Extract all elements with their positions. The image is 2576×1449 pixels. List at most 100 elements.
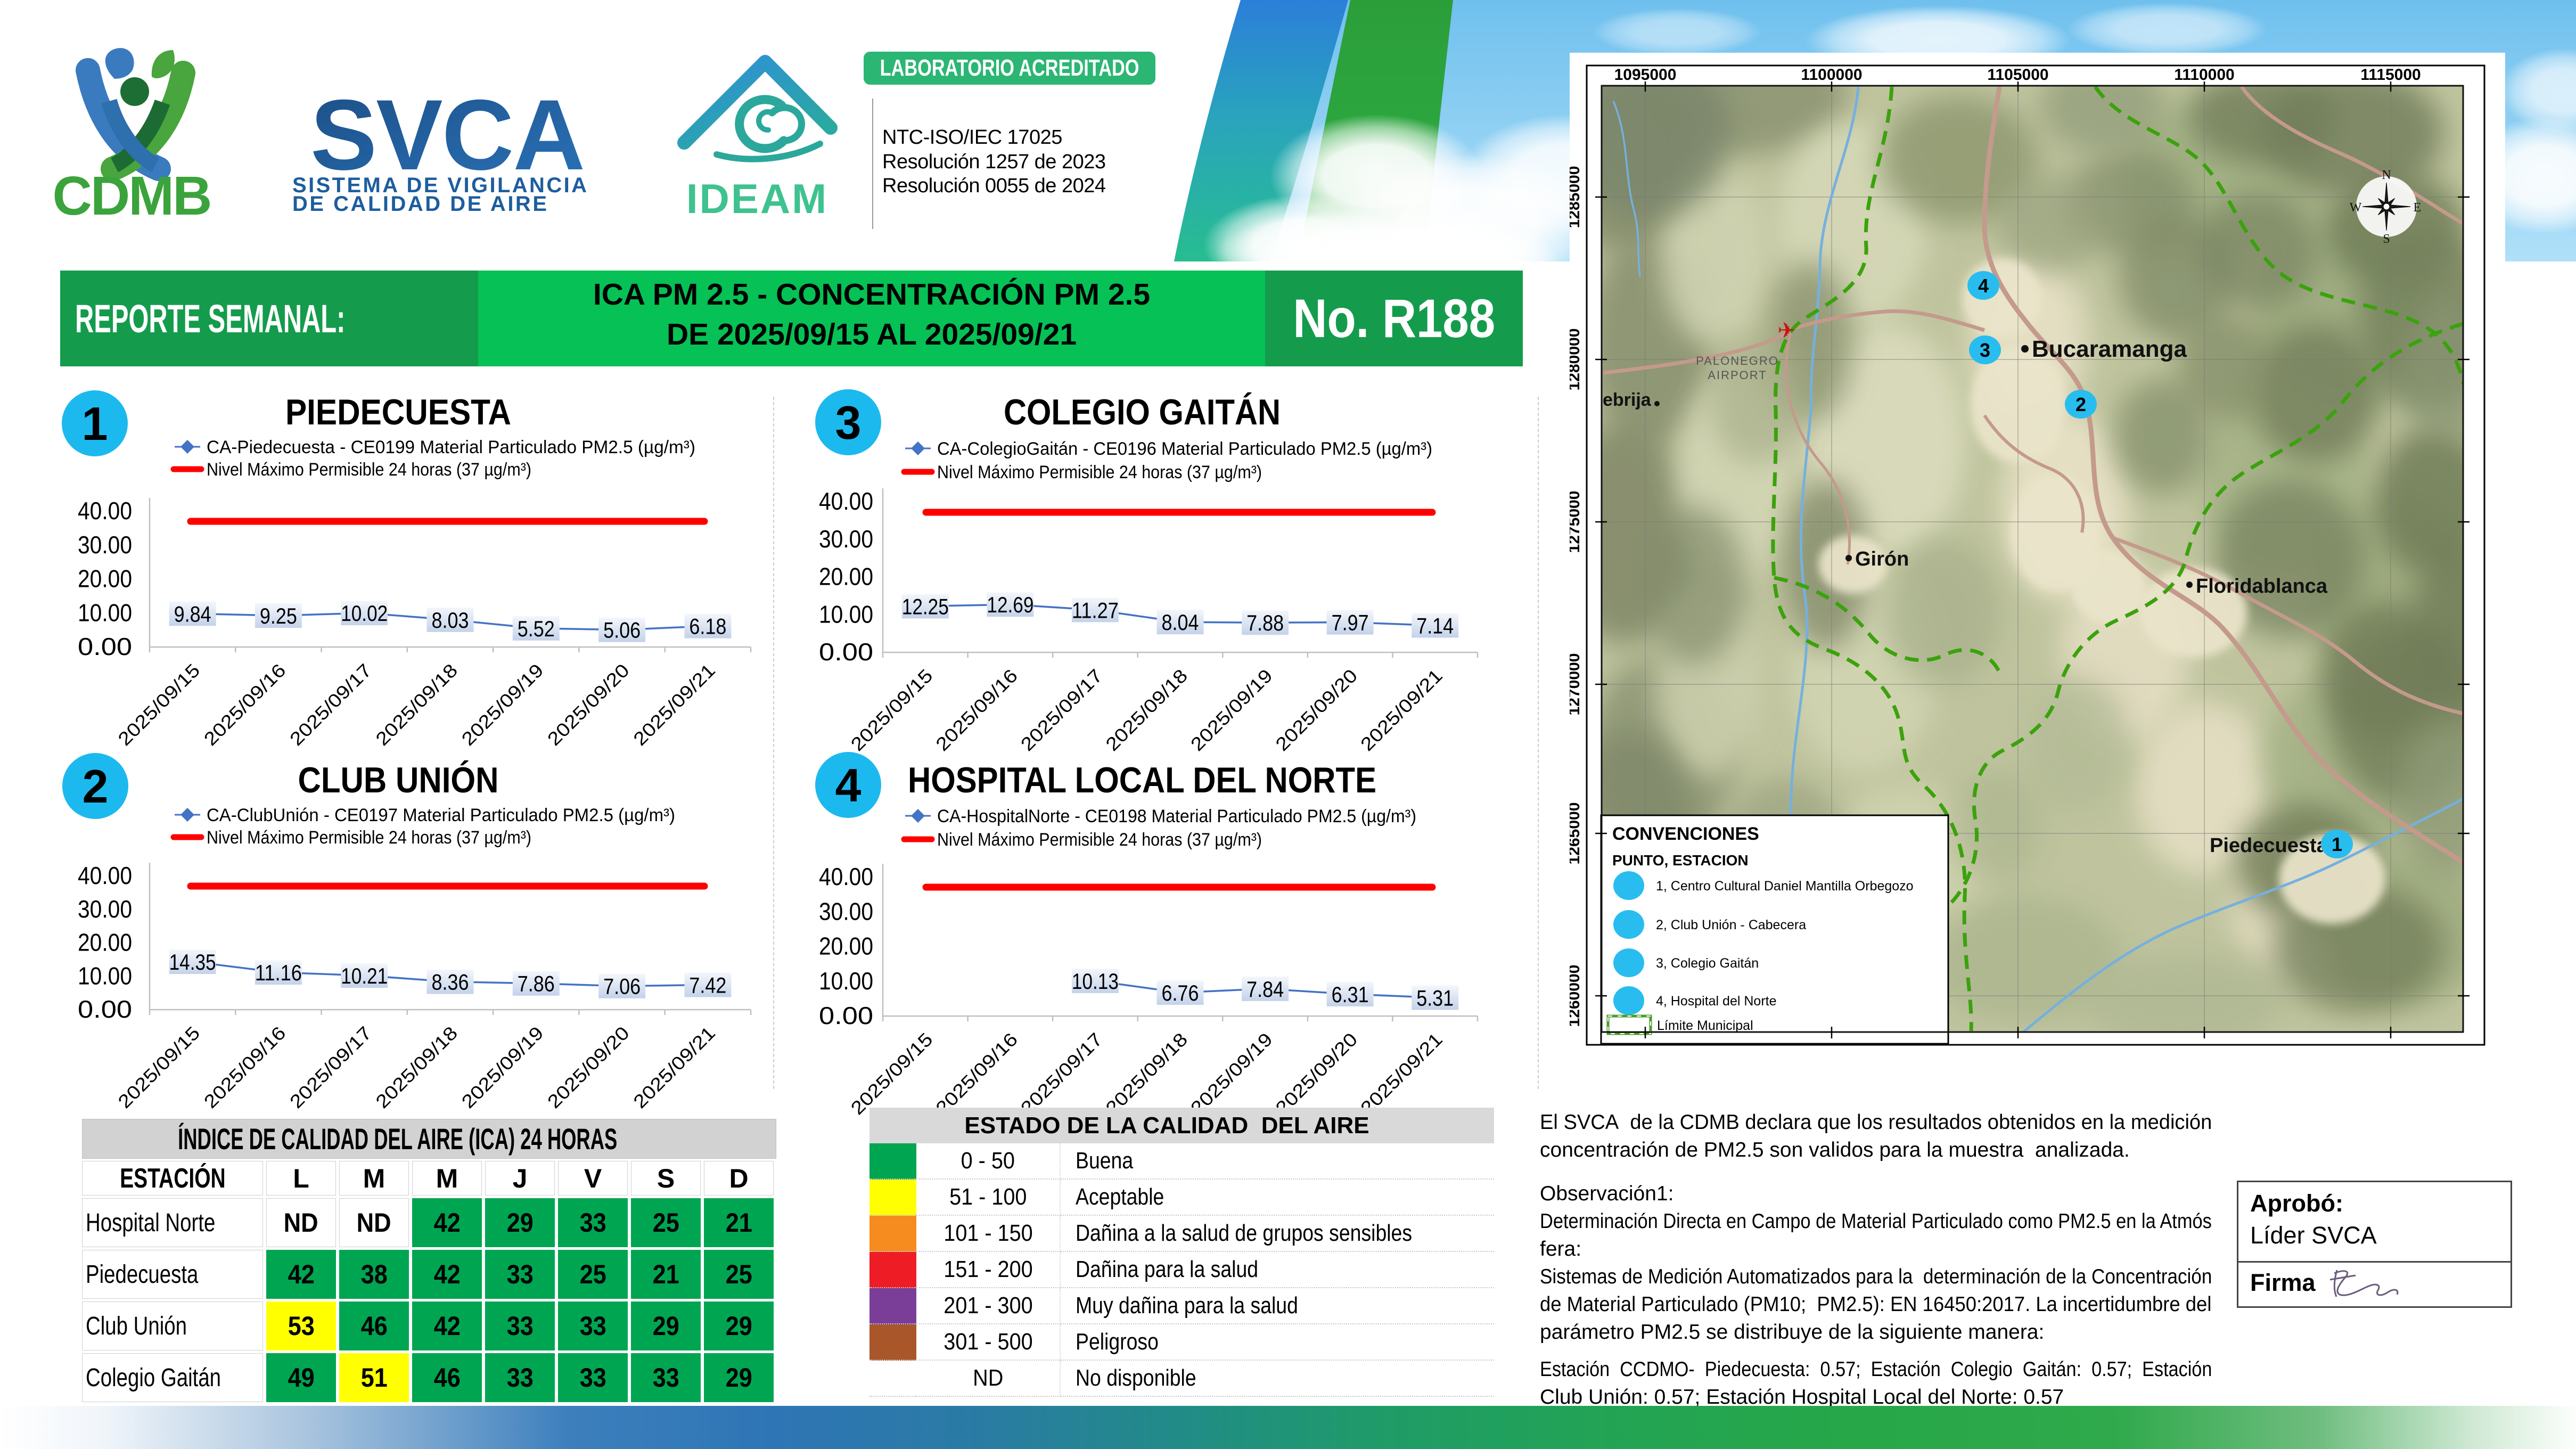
svg-text:2, Club Unión - Cabecera: 2, Club Unión - Cabecera [1656, 918, 1806, 932]
svg-text:COLEGIO GAITÁN: COLEGIO GAITÁN [1004, 392, 1281, 432]
svg-text:1100000: 1100000 [1801, 66, 1862, 84]
svg-text:2025/09/18: 2025/09/18 [372, 660, 462, 750]
svg-text:2025/09/19: 2025/09/19 [457, 1022, 547, 1112]
svg-text:3: 3 [835, 396, 862, 449]
svg-text:2025/09/21: 2025/09/21 [1357, 1029, 1447, 1119]
svg-text:0.00: 0.00 [819, 1002, 873, 1029]
svg-text:2025/09/17: 2025/09/17 [286, 1022, 376, 1112]
svg-text:N: N [2382, 168, 2391, 182]
svg-text:7.06: 7.06 [603, 974, 641, 999]
svg-text:7.86: 7.86 [518, 971, 555, 996]
svg-text:7.14: 7.14 [1416, 613, 1454, 638]
svg-text:DE CALIDAD DE AIRE: DE CALIDAD DE AIRE [292, 192, 547, 216]
svg-text:2025/09/20: 2025/09/20 [1271, 665, 1361, 755]
svg-text:2025/09/15: 2025/09/15 [114, 1022, 204, 1112]
svg-text:1: 1 [82, 397, 108, 450]
svg-text:✈: ✈ [1777, 319, 1795, 342]
svg-text:10.00: 10.00 [819, 967, 873, 995]
svg-text:CLUB UNIÓN: CLUB UNIÓN [298, 760, 499, 800]
svg-text:ebrija: ebrija [1603, 390, 1652, 410]
svg-text:10.02: 10.02 [341, 601, 388, 626]
svg-text:2025/09/16: 2025/09/16 [200, 1022, 290, 1112]
svg-text:3, Colegio Gaitán: 3, Colegio Gaitán [1656, 956, 1759, 971]
svg-text:CA-ClubUnión - CE0197 Material: CA-ClubUnión - CE0197 Material Particula… [207, 805, 675, 825]
svg-text:2: 2 [83, 760, 109, 813]
svg-text:2025/09/18: 2025/09/18 [1102, 665, 1192, 755]
svg-text:1270000: 1270000 [1570, 653, 1583, 716]
svg-text:AIRPORT: AIRPORT [1708, 369, 1767, 382]
svg-text:PUNTO, ESTACION: PUNTO, ESTACION [1612, 852, 1749, 869]
svg-text:1095000: 1095000 [1614, 66, 1677, 84]
svg-text:PIEDECUESTA: PIEDECUESTA [285, 392, 511, 432]
svg-text:6.76: 6.76 [1162, 980, 1199, 1005]
svg-text:8.03: 8.03 [432, 608, 469, 633]
svg-text:7.84: 7.84 [1246, 977, 1284, 1002]
svg-text:12.25: 12.25 [902, 594, 949, 619]
svg-text:Límite Municipal: Límite Municipal [1657, 1018, 1753, 1033]
svg-text:5.52: 5.52 [518, 616, 555, 641]
svg-text:30.00: 30.00 [819, 525, 873, 553]
svg-text:2025/09/16: 2025/09/16 [932, 665, 1022, 755]
svg-text:10.21: 10.21 [341, 963, 388, 988]
svg-text:20.00: 20.00 [819, 563, 873, 591]
svg-text:10.00: 10.00 [819, 600, 873, 628]
svg-text:Piedecuesta: Piedecuesta [2210, 834, 2328, 857]
svg-text:10.00: 10.00 [78, 962, 132, 989]
svg-text:10.00: 10.00 [78, 599, 132, 626]
svg-text:9.84: 9.84 [174, 601, 211, 626]
svg-text:5.31: 5.31 [1416, 985, 1454, 1010]
svg-text:30.00: 30.00 [78, 531, 132, 559]
svg-text:2025/09/17: 2025/09/17 [1017, 1029, 1107, 1119]
svg-text:1285000: 1285000 [1570, 166, 1583, 228]
svg-text:2025/09/20: 2025/09/20 [544, 660, 634, 750]
svg-text:0.00: 0.00 [819, 638, 873, 666]
svg-text:1105000: 1105000 [1987, 66, 2048, 84]
svg-text:30.00: 30.00 [78, 895, 132, 923]
svg-text:CA-HospitalNorte - CE0198 Mate: CA-HospitalNorte - CE0198 Material Parti… [937, 806, 1416, 826]
svg-text:1280000: 1280000 [1570, 329, 1583, 391]
svg-text:Bucaramanga: Bucaramanga [2032, 336, 2187, 362]
svg-text:IDEAM: IDEAM [686, 175, 828, 222]
svg-text:2025/09/21: 2025/09/21 [629, 1022, 719, 1112]
svg-text:Nivel Máximo Permisible 24 hor: Nivel Máximo Permisible 24 horas (37 µg/… [207, 828, 531, 848]
svg-text:2025/09/21: 2025/09/21 [1357, 665, 1447, 755]
svg-text:7.97: 7.97 [1332, 610, 1369, 635]
svg-text:1275000: 1275000 [1570, 491, 1583, 553]
svg-text:40.00: 40.00 [819, 487, 873, 515]
svg-text:2025/09/15: 2025/09/15 [847, 1029, 937, 1119]
svg-text:40.00: 40.00 [78, 862, 132, 889]
svg-text:PALONEGRO: PALONEGRO [1696, 354, 1779, 367]
svg-text:8.36: 8.36 [432, 970, 469, 995]
svg-text:CONVENCIONES: CONVENCIONES [1612, 824, 1759, 844]
svg-text:Nivel Máximo Permisible 24 hor: Nivel Máximo Permisible 24 horas (37 µg/… [207, 460, 531, 480]
svg-text:0.00: 0.00 [78, 633, 132, 660]
svg-text:6.31: 6.31 [1332, 982, 1369, 1007]
svg-text:1260000: 1260000 [1570, 965, 1583, 1027]
svg-text:E: E [2414, 201, 2422, 215]
svg-text:2025/09/16: 2025/09/16 [200, 660, 290, 750]
svg-text:2025/09/18: 2025/09/18 [1102, 1029, 1192, 1119]
svg-text:4, Hospital del Norte: 4, Hospital del Norte [1656, 994, 1777, 1009]
svg-text:7.42: 7.42 [689, 972, 726, 997]
svg-text:CDMB: CDMB [53, 165, 211, 226]
svg-text:8.04: 8.04 [1162, 610, 1199, 635]
svg-text:Nivel Máximo Permisible 24 hor: Nivel Máximo Permisible 24 horas (37 µg/… [937, 462, 1262, 482]
svg-text:11.16: 11.16 [255, 960, 302, 985]
svg-text:1265000: 1265000 [1570, 803, 1583, 865]
svg-text:2025/09/15: 2025/09/15 [114, 660, 204, 750]
svg-text:SISTEMA DE VIGILANCIA: SISTEMA DE VIGILANCIA [292, 174, 587, 197]
svg-text:2: 2 [2075, 394, 2086, 415]
svg-text:CA-ColegioGaitán - CE0196 Mat: CA-ColegioGaitán - CE0196 Material Parti… [937, 439, 1432, 459]
svg-text:10.13: 10.13 [1072, 969, 1119, 994]
svg-text:5.06: 5.06 [603, 618, 641, 643]
svg-text:2025/09/18: 2025/09/18 [372, 1022, 462, 1112]
svg-text:2025/09/21: 2025/09/21 [629, 660, 719, 750]
svg-text:2025/09/20: 2025/09/20 [544, 1022, 634, 1112]
svg-text:1, Centro Cultural Daniel Mant: 1, Centro Cultural Daniel Mantilla Orbeg… [1656, 879, 1914, 894]
svg-text:1115000: 1115000 [2360, 66, 2421, 84]
svg-text:7.88: 7.88 [1246, 610, 1284, 635]
svg-text:HOSPITAL LOCAL DEL NORTE: HOSPITAL LOCAL DEL NORTE [908, 760, 1376, 800]
svg-text:2025/09/19: 2025/09/19 [1187, 665, 1277, 755]
svg-text:40.00: 40.00 [819, 863, 873, 890]
svg-text:1: 1 [2332, 833, 2342, 855]
